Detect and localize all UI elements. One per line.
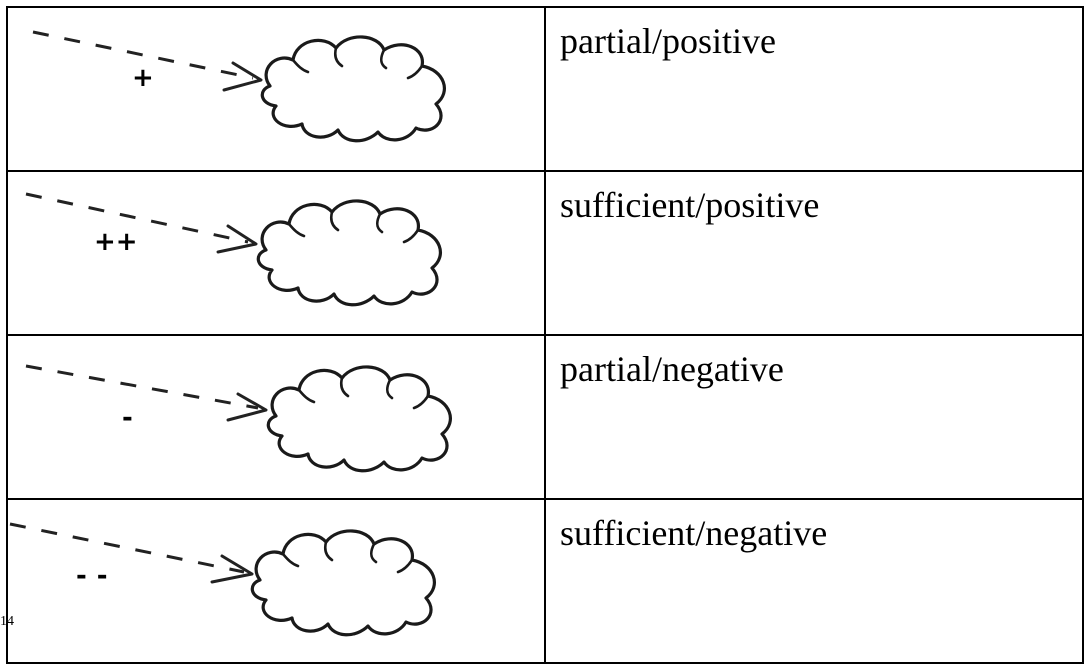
arrow-head-icon	[222, 61, 263, 92]
contribution-label: partial/negative	[560, 349, 784, 389]
label-cell: sufficient/positive	[544, 170, 1084, 336]
dashed-arrow-to-softgoal-icon: ++	[25, 192, 442, 307]
dashed-arrow-to-softgoal-icon: -	[25, 364, 452, 473]
dashed-arrow-to-softgoal-icon: --	[9, 522, 436, 637]
contribution-sign: -	[122, 403, 133, 433]
symbol-cell: +	[6, 6, 546, 172]
contribution-label: partial/positive	[560, 21, 776, 61]
softgoal-cloud-icon	[260, 35, 446, 143]
label-cell: sufficient/negative	[544, 498, 1084, 664]
contribution-sign: --	[76, 561, 118, 591]
dashed-contribution-line	[25, 364, 259, 410]
softgoal-cloud-icon	[250, 529, 436, 637]
dashed-contribution-line	[25, 192, 249, 244]
legend-row-partial-positive: + partial/positive	[6, 6, 1084, 172]
arrow-head-icon	[216, 224, 258, 254]
contribution-label: sufficient/positive	[560, 185, 820, 225]
symbol-cell: --	[6, 498, 546, 664]
contribution-label: sufficient/negative	[560, 513, 828, 553]
softgoal-cloud-icon	[266, 365, 452, 473]
dashed-contribution-line	[32, 30, 254, 80]
legend-row-sufficient-positive: ++ sufficient/positive	[6, 170, 1084, 336]
symbol-cell: -	[6, 334, 546, 500]
arrow-head-icon	[210, 554, 254, 584]
legend-row-partial-negative: - partial/negative	[6, 334, 1084, 500]
contribution-legend-table: + partial/positive ++ su	[6, 6, 1084, 664]
arrow-head-icon	[226, 392, 268, 422]
label-cell: partial/negative	[544, 334, 1084, 500]
contribution-sign: ++	[94, 227, 138, 257]
label-cell: partial/positive	[544, 6, 1084, 172]
dashed-arrow-to-softgoal-icon: +	[32, 30, 446, 143]
dashed-contribution-line	[9, 522, 245, 574]
legend-row-sufficient-negative: -- sufficient/negative	[6, 498, 1084, 664]
softgoal-cloud-icon	[256, 199, 442, 307]
symbol-cell: ++	[6, 170, 546, 336]
page-number-fragment: 14	[0, 614, 14, 629]
contribution-sign: +	[132, 63, 154, 93]
